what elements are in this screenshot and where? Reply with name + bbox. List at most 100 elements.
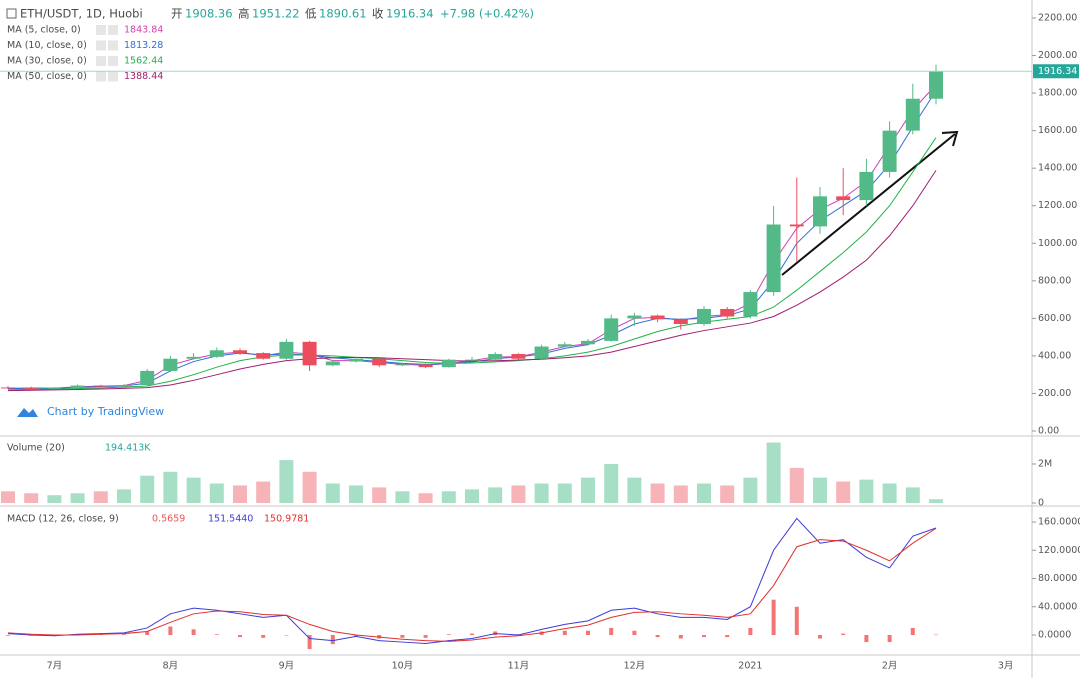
high-value: 1951.22: [252, 7, 300, 21]
volume-bar: [349, 485, 363, 503]
volume-bar: [604, 464, 619, 503]
ma-line: [7, 137, 937, 391]
y-tick-label: 1400.00: [1038, 163, 1077, 174]
volume-bar: [140, 475, 155, 503]
macd-histogram-bar: [261, 635, 266, 638]
volume-bar: [534, 483, 549, 503]
volume-bar: [581, 477, 595, 503]
legend-label: MA (50, close, 0): [7, 71, 87, 82]
x-tick-label: 11月: [508, 661, 530, 672]
y-tick-label: 2M: [1038, 459, 1052, 470]
y-tick-label: 2200.00: [1038, 13, 1077, 24]
legend-value: 1388.44: [124, 71, 163, 82]
last-price-box: [1033, 64, 1079, 79]
x-tick-label: 8月: [163, 661, 179, 672]
volume-bar: [325, 483, 340, 503]
change: +7.98 (+0.42%): [440, 7, 534, 21]
x-tick-label: 12月: [624, 661, 646, 672]
macd-histogram-bar: [818, 635, 822, 639]
candle-body: [256, 353, 271, 359]
high-label: 高: [238, 7, 250, 21]
macd-histogram-bar: [562, 630, 567, 635]
close-label: 收: [372, 7, 384, 21]
candle-body: [720, 308, 735, 317]
y-tick-label: 600.00: [1038, 313, 1071, 324]
macd-histogram-bar: [794, 606, 799, 635]
legend-value: 194.413K: [105, 443, 151, 454]
branding[interactable]: Chart by TradingView: [47, 405, 164, 418]
legend-value: 150.9781: [264, 514, 309, 525]
macd-histogram-bar: [864, 635, 869, 643]
volume-bar: [70, 493, 85, 503]
volume-bar: [511, 485, 526, 503]
candle-body: [372, 358, 387, 366]
y-tick-label: 0: [1038, 498, 1044, 509]
annotation-arrow: [781, 130, 959, 276]
macd-histogram-bar: [145, 631, 150, 635]
legend-label: MA (30, close, 0): [7, 56, 87, 67]
x-tick-label: 10月: [392, 661, 414, 672]
y-tick-label: 1600.00: [1038, 125, 1077, 136]
candle-body: [743, 292, 758, 317]
x-tick-label: 2021: [738, 661, 762, 672]
legend-label: MA (10, close, 0): [7, 40, 87, 51]
legend-icon: [108, 25, 118, 35]
volume-bar: [1, 491, 15, 503]
candle-body: [697, 308, 711, 324]
arrow-shaft: [781, 133, 956, 276]
macd-histogram-bar: [632, 630, 637, 635]
legend-icon: [96, 56, 106, 66]
macd-histogram-bar: [423, 635, 428, 638]
volume-bar: [905, 487, 920, 503]
volume-bar: [24, 493, 39, 503]
candle-body: [882, 130, 897, 172]
candle-body: [929, 71, 943, 99]
volume-bar: [929, 499, 943, 503]
volume-bar: [650, 483, 665, 503]
macd-histogram-bar: [168, 626, 173, 635]
candle-body: [534, 346, 549, 359]
candle-body: [604, 318, 619, 341]
open-label: 开: [171, 7, 183, 21]
volume-bar: [813, 477, 827, 503]
macd-histogram-bar: [191, 629, 196, 635]
volume-bar: [395, 491, 410, 503]
candle-body: [650, 315, 665, 320]
macd-histogram-bar: [609, 627, 614, 635]
volume-bar: [465, 489, 479, 503]
volume-bar: [557, 483, 572, 503]
candle-body: [859, 171, 874, 201]
legend-icon: [96, 25, 106, 35]
legend-icon: [108, 40, 118, 51]
macd-histogram-bar: [934, 634, 938, 636]
macd-histogram-bar: [307, 635, 312, 650]
y-tick-label: 1200.00: [1038, 200, 1077, 211]
macd-histogram-bar: [238, 635, 242, 638]
candle-body: [836, 196, 851, 201]
candle-body: [186, 356, 201, 359]
low-label: 低: [305, 7, 317, 21]
collapse-icon[interactable]: [6, 8, 17, 19]
macd-line: [7, 517, 937, 644]
candle-body: [279, 341, 294, 359]
macd-histogram-bar: [748, 627, 753, 635]
y-tick-label: 40.0000: [1038, 601, 1077, 612]
volume-bar: [209, 483, 224, 503]
candle-body: [24, 387, 39, 389]
macd-histogram-bar: [122, 634, 126, 635]
candle-body: [766, 224, 781, 293]
volume-bar: [743, 477, 758, 503]
candle-body: [47, 388, 62, 390]
legend-value: 151.5440: [208, 514, 253, 525]
candle-body: [140, 370, 155, 386]
volume-bar: [302, 471, 317, 503]
candle-body: [581, 340, 595, 345]
legend-icon: [96, 40, 106, 51]
macd-histogram-bar: [910, 627, 915, 635]
macd-histogram-bar: [771, 599, 776, 635]
macd-histogram-bar: [354, 635, 358, 637]
candle-body: [233, 350, 247, 354]
last-price-label: 1916.34: [1038, 66, 1077, 77]
candle-body: [1, 387, 15, 389]
volume-bar: [418, 493, 433, 503]
